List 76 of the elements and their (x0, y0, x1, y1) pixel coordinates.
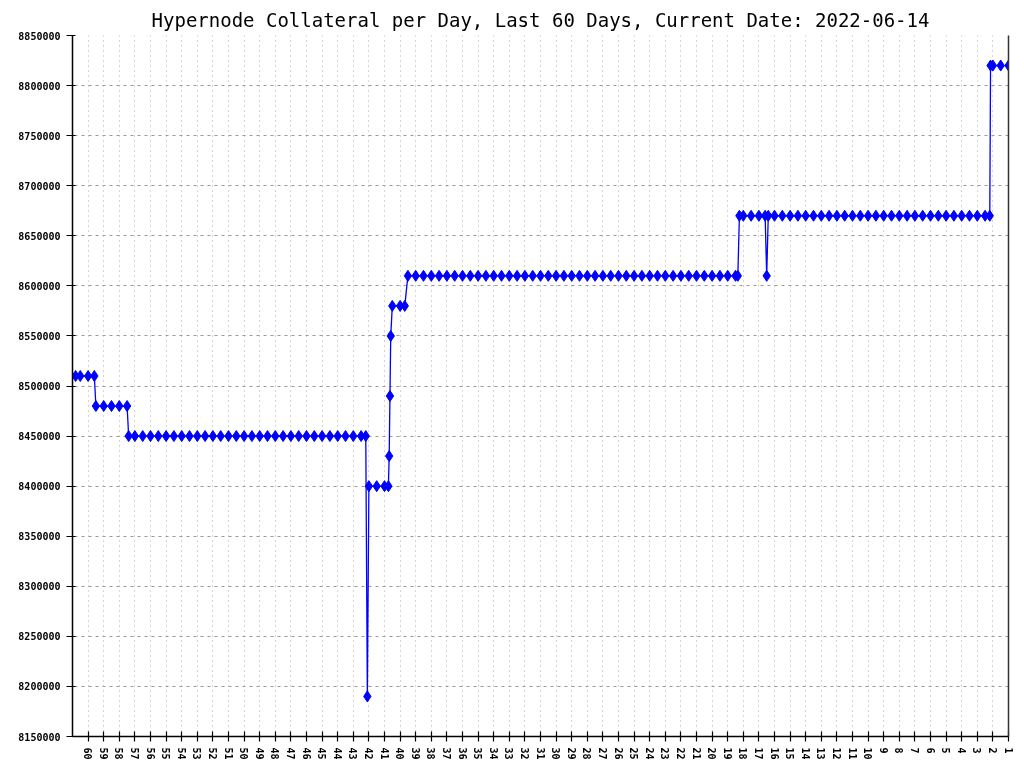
x-tick-label: 22 (674, 747, 686, 760)
x-tick-label: 53 (191, 747, 203, 760)
x-tick-label: 42 (362, 747, 374, 760)
x-tick-label: 60 (82, 747, 94, 760)
y-tick-label: 8550000 (18, 330, 61, 342)
x-tick-label: 25 (628, 747, 640, 760)
x-tick-label: 52 (206, 747, 218, 760)
x-tick-label: 3 (971, 747, 983, 754)
y-tick-label: 8850000 (18, 30, 61, 42)
x-tick-label: 45 (316, 747, 328, 760)
x-tick-label: 19 (721, 747, 733, 760)
x-tick-label: 33 (503, 747, 515, 760)
x-tick-label: 6 (924, 747, 936, 754)
chart-title: Hypernode Collateral per Day, Last 60 Days, Current Date: 2022-06-14 (151, 8, 930, 31)
y-tick-label: 8400000 (18, 481, 61, 493)
y-tick-label: 8300000 (18, 581, 61, 593)
x-tick-label: 38 (425, 747, 437, 760)
x-tick-label: 56 (144, 747, 156, 760)
x-tick-label: 46 (300, 747, 312, 760)
x-tick-label: 21 (690, 747, 702, 760)
x-tick-label: 23 (659, 747, 671, 760)
x-tick-label: 12 (830, 747, 842, 760)
x-tick-label: 31 (534, 747, 546, 760)
x-tick-label: 24 (643, 747, 655, 760)
x-tick-label: 49 (253, 747, 265, 760)
x-tick-label: 26 (612, 747, 624, 760)
x-tick-label: 15 (784, 747, 796, 760)
y-tick-label: 8200000 (18, 681, 61, 693)
x-tick-label: 4 (955, 747, 967, 754)
x-tick-label: 41 (378, 747, 390, 760)
x-tick-label: 29 (565, 747, 577, 760)
x-tick-label: 37 (440, 747, 452, 760)
y-tick-label: 8650000 (18, 230, 61, 242)
x-tick-label: 30 (550, 747, 562, 760)
x-tick-label: 44 (331, 747, 343, 760)
x-tick-label: 28 (581, 747, 593, 760)
x-tick-label: 47 (284, 747, 296, 760)
x-tick-label: 20 (706, 747, 718, 760)
x-tick-label: 34 (487, 747, 499, 760)
x-tick-label: 57 (128, 747, 140, 760)
x-tick-label: 59 (97, 747, 109, 760)
x-tick-label: 40 (394, 747, 406, 760)
y-tick-label: 8450000 (18, 431, 61, 443)
x-tick-label: 51 (222, 747, 234, 760)
x-tick-label: 55 (160, 747, 172, 760)
x-tick-label: 8 (893, 747, 905, 754)
x-tick-label: 54 (175, 747, 187, 760)
x-tick-label: 43 (347, 747, 359, 760)
x-tick-label: 7 (908, 747, 920, 754)
x-tick-label: 32 (518, 747, 530, 760)
x-tick-label: 48 (269, 747, 281, 760)
x-tick-label: 14 (799, 747, 811, 760)
x-tick-label: 27 (596, 747, 608, 760)
x-tick-label: 35 (472, 747, 484, 760)
y-tick-label: 8800000 (18, 80, 61, 92)
x-tick-label: 2 (986, 747, 998, 754)
y-tick-label: 8500000 (18, 381, 61, 392)
x-tick-label: 13 (815, 747, 827, 760)
x-tick-label: 58 (113, 747, 125, 760)
y-tick-label: 8750000 (18, 130, 61, 142)
x-tick-label: 50 (238, 747, 250, 760)
x-tick-label: 5 (940, 747, 952, 754)
x-tick-label: 39 (409, 747, 421, 760)
x-tick-label: 36 (456, 747, 468, 760)
y-tick-label: 8150000 (18, 731, 61, 743)
x-tick-label: 1 (1002, 747, 1014, 754)
y-tick-label: 8350000 (18, 531, 61, 543)
x-tick-label: 11 (846, 747, 858, 760)
y-tick-label: 8250000 (18, 631, 61, 643)
x-tick-label: 18 (737, 747, 749, 760)
x-tick-label: 16 (768, 747, 780, 760)
x-tick-label: 10 (862, 747, 874, 760)
y-tick-label: 8600000 (18, 280, 61, 292)
y-tick-label: 8700000 (18, 180, 61, 192)
x-tick-label: 9 (877, 747, 889, 754)
x-tick-label: 17 (752, 747, 764, 760)
